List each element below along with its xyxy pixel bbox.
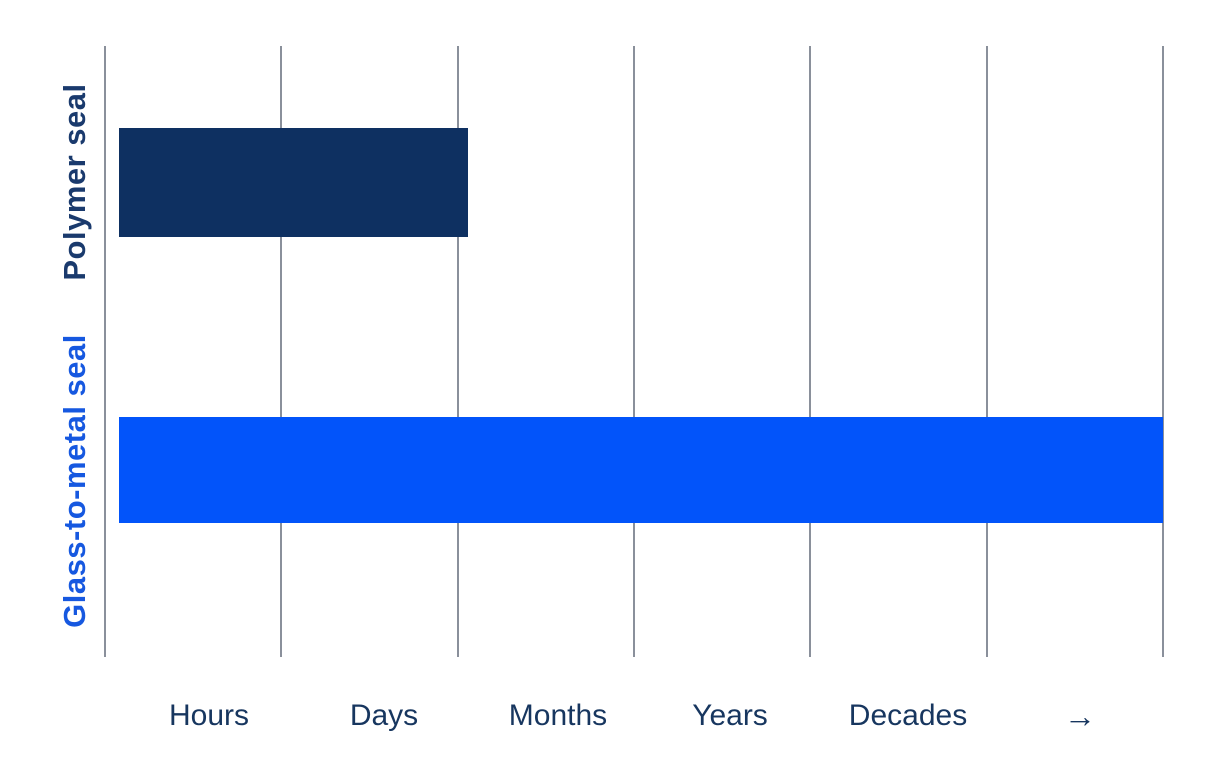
y-axis-label-polymer-seal: Polymer seal xyxy=(57,83,92,281)
bar-polymer-seal xyxy=(119,128,469,237)
gridline xyxy=(104,46,106,657)
x-tick-years: Years xyxy=(692,699,768,732)
x-tick-arrow-right-icon: → xyxy=(1064,698,1096,734)
x-axis-tick-labels: Hours Days Months Years Decades → xyxy=(0,692,1232,740)
y-axis-label-glass-to-metal-seal: Glass-to-metal seal xyxy=(57,334,92,628)
gridline xyxy=(1162,46,1164,657)
plot-area xyxy=(104,46,1164,657)
x-tick-months: Months xyxy=(508,699,608,732)
bar-glass-to-metal-seal xyxy=(119,417,1163,523)
gridline xyxy=(633,46,635,657)
gridline xyxy=(280,46,283,657)
gridline xyxy=(809,46,812,657)
x-tick-hours: Hours xyxy=(168,699,250,732)
x-tick-decades: Decades xyxy=(848,699,968,732)
x-tick-days: Days xyxy=(349,699,419,732)
gridline xyxy=(985,46,988,657)
gridline xyxy=(456,46,459,657)
